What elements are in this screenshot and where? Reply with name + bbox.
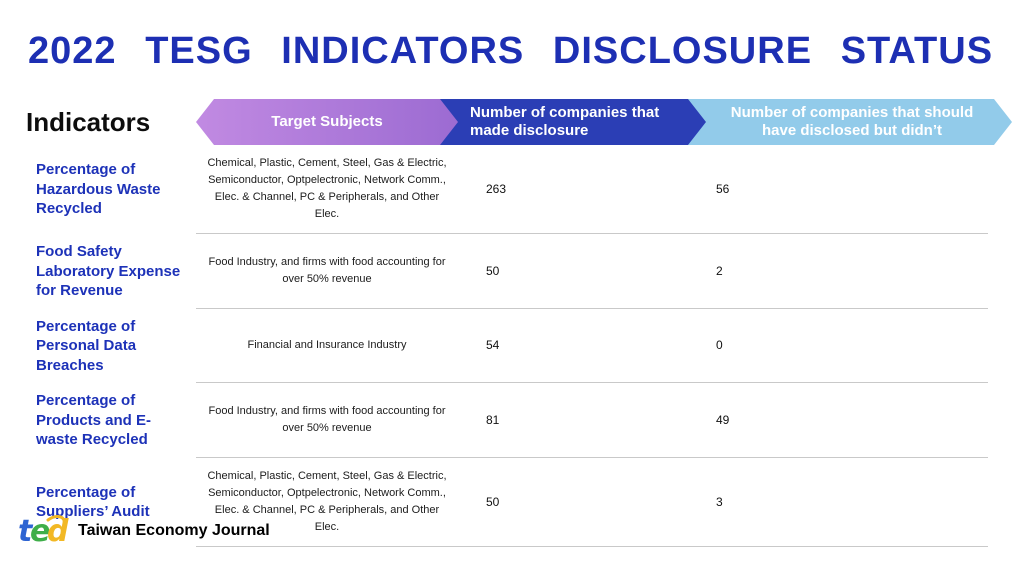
table-header-row: Indicators Target Subjects Number of com… [24,99,1024,145]
row-body: Chemical, Plastic, Cement, Steel, Gas & … [196,145,988,235]
row-body: Chemical, Plastic, Cement, Steel, Gas & … [196,458,988,547]
disclosed-count: 50 [486,494,500,509]
table-row: Percentage of Products and E-waste Recyc… [24,383,1024,458]
table-row: Percentage of Hazardous Waste Recycled C… [24,145,1024,235]
tej-logo-icon: t e d [18,512,70,550]
disclosure-table: Indicators Target Subjects Number of com… [24,99,1024,547]
table-row: Food Safety Laboratory Expense for Reven… [24,234,1024,309]
svg-text:t: t [18,514,34,549]
column-header-target-subjects: Target Subjects [196,99,458,145]
target-subjects: Chemical, Plastic, Cement, Steel, Gas & … [207,469,447,533]
not-disclosed-count: 56 [716,182,730,197]
row-body: Food Industry, and firms with food accou… [196,383,988,458]
row-body: Food Industry, and firms with food accou… [196,234,988,309]
indicators-header: Indicators [26,106,151,137]
disclosed-count: 81 [486,412,500,427]
disclosed-count: 263 [486,182,507,197]
table-row: Percentage of Personal Data Breaches Fin… [24,309,1024,384]
not-disclosed-count: 3 [716,494,723,509]
svg-text:e: e [30,514,50,549]
footer: t e d Taiwan Economy Journal [18,512,270,550]
brand-name: Taiwan Economy Journal [78,522,270,539]
target-subjects: Chemical, Plastic, Cement, Steel, Gas & … [207,157,447,221]
target-subjects: Food Industry, and firms with food accou… [208,255,446,285]
not-disclosed-count: 49 [716,412,730,427]
table-row: Percentage of Suppliers’ Audit Chemical,… [24,458,1024,547]
indicator-name: Food Safety Laboratory Expense for Reven… [36,243,181,300]
not-disclosed-count: 2 [716,263,723,278]
target-subjects: Financial and Insurance Industry [247,338,407,351]
indicator-name: Percentage of Personal Data Breaches [36,317,137,374]
disclosed-count: 54 [486,338,500,353]
disclosed-count: 50 [486,263,500,278]
page-title: 2022 TESG INDICATORS DISCLOSURE STATUS [28,30,994,72]
target-subjects: Food Industry, and firms with food accou… [208,404,446,434]
indicator-name: Percentage of Hazardous Waste Recycled [36,161,161,218]
indicator-name: Percentage of Suppliers’ Audit [36,483,150,521]
column-header-not-disclosed: Number of companies that should have dis… [688,99,1012,145]
indicator-name: Percentage of Products and E-waste Recyc… [36,392,152,449]
not-disclosed-count: 0 [716,338,723,353]
row-body: Financial and Insurance Industry 54 0 [196,309,988,384]
column-header-disclosed: Number of companies that made disclosure [440,99,706,145]
